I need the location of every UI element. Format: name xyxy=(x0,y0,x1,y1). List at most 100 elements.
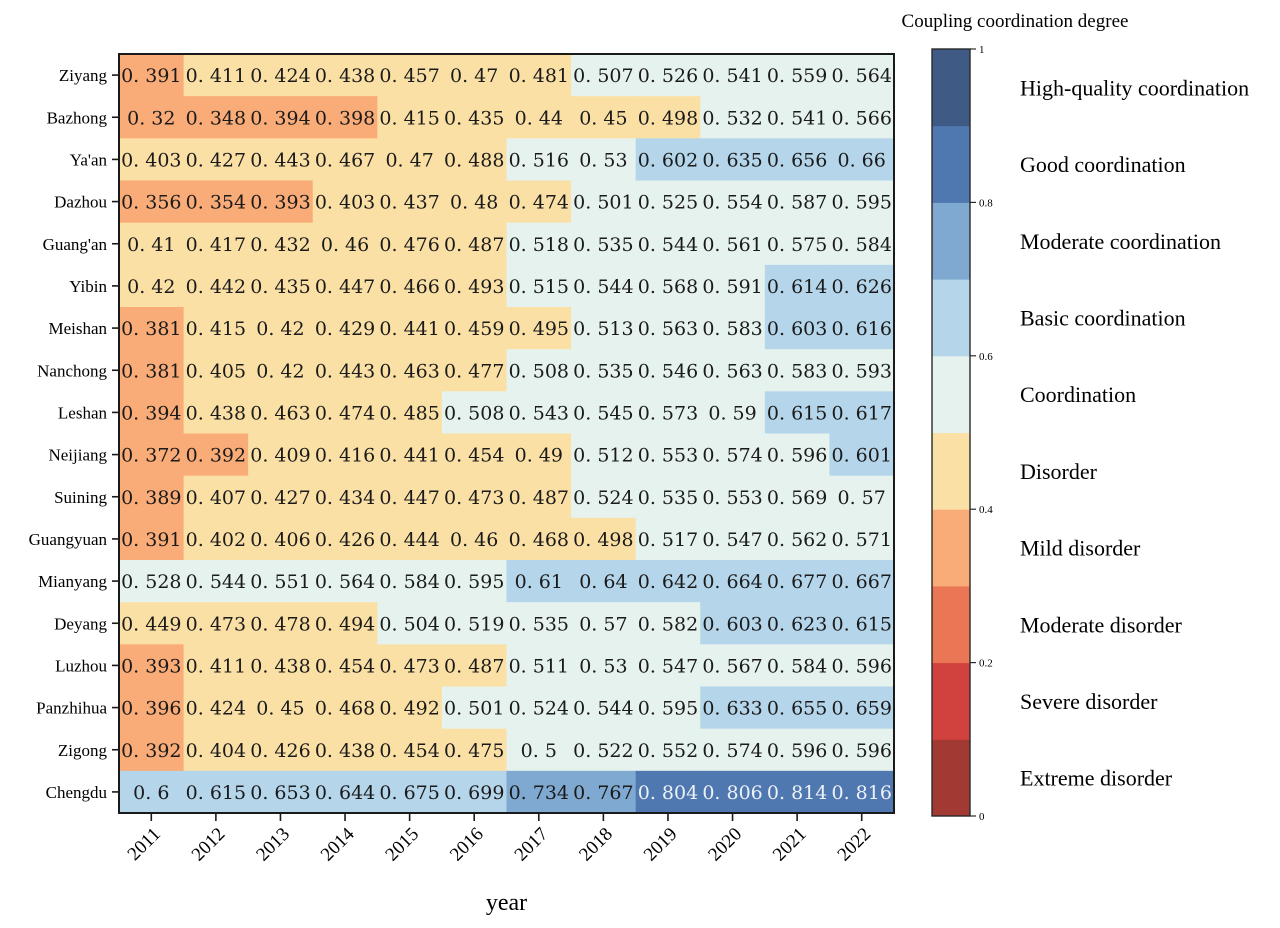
heatmap-cell xyxy=(829,602,895,645)
y-tick-label: Neijiang xyxy=(48,446,107,465)
cell-value-label: 0. 441 xyxy=(379,318,439,340)
heatmap-cell xyxy=(248,433,314,477)
heatmap-cell xyxy=(635,475,701,519)
cell-value-label: 0. 459 xyxy=(444,318,504,340)
heatmap-cell xyxy=(119,728,185,772)
cell-value-label: 0. 474 xyxy=(315,402,375,424)
cell-value-label: 0. 42 xyxy=(127,276,175,298)
heatmap-cell xyxy=(119,349,185,392)
heatmap-cell xyxy=(441,686,508,730)
heatmap-cell xyxy=(571,644,637,688)
heatmap-cell xyxy=(635,138,701,182)
colorbar-tick-label: 1 xyxy=(979,44,985,56)
cell-value-label: 0. 393 xyxy=(121,655,181,677)
heatmap-cell xyxy=(506,433,572,477)
cell-value-label: 0. 544 xyxy=(186,571,246,593)
heatmap-cell xyxy=(635,349,701,392)
heatmap-cell xyxy=(441,54,508,97)
heatmap-cell xyxy=(183,517,249,561)
heatmap-cell xyxy=(829,560,895,603)
cell-value-label: 0. 515 xyxy=(509,276,569,298)
x-tick-label: 2014 xyxy=(317,823,359,865)
cell-value-label: 0. 392 xyxy=(186,445,246,467)
cell-value-label: 0. 573 xyxy=(638,402,698,424)
heatmap-cell xyxy=(441,475,508,519)
cell-value-label: 0. 535 xyxy=(638,487,698,509)
heatmap-cell xyxy=(635,728,701,772)
legend-label: Good coordination xyxy=(1020,152,1186,177)
cell-value-label: 0. 498 xyxy=(573,529,633,551)
cell-value-label: 0. 566 xyxy=(831,107,891,129)
heatmap-cell xyxy=(377,770,443,814)
heatmap-cell xyxy=(700,728,766,772)
cell-value-label: 0. 541 xyxy=(702,65,762,87)
heatmap-cell xyxy=(635,264,701,308)
y-tick-label: Guang'an xyxy=(43,235,108,254)
cell-value-label: 0. 615 xyxy=(831,613,891,635)
colorbar-bin xyxy=(932,585,970,664)
heatmap-cell xyxy=(829,644,895,688)
cell-value-label: 0. 552 xyxy=(638,740,698,762)
cell-value-label: 0. 583 xyxy=(702,318,762,340)
heatmap-cell xyxy=(700,307,766,350)
cell-value-label: 0. 617 xyxy=(831,402,891,424)
heatmap-cell xyxy=(377,602,443,645)
heatmap-cell xyxy=(312,222,378,266)
colorbar-bin xyxy=(932,739,970,817)
cell-value-label: 0. 449 xyxy=(121,613,181,635)
cell-value-label: 0. 53 xyxy=(579,655,627,677)
heatmap-cell xyxy=(506,728,572,772)
heatmap-cell xyxy=(119,560,185,603)
y-tick-label: Ziyang xyxy=(59,66,108,85)
cell-value-label: 0. 444 xyxy=(379,529,439,551)
heatmap-cell xyxy=(183,349,249,392)
heatmap-cell xyxy=(248,602,314,645)
heatmap-cell xyxy=(377,138,443,182)
cell-value-label: 0. 473 xyxy=(379,655,439,677)
cell-value-label: 0. 447 xyxy=(315,276,375,298)
cell-value-label: 0. 616 xyxy=(831,318,891,340)
heatmap-cell xyxy=(377,728,443,772)
y-tick-label: Leshan xyxy=(58,403,108,422)
heatmap-cell xyxy=(312,560,378,603)
cell-value-label: 0. 571 xyxy=(831,529,891,551)
heatmap-cell xyxy=(571,517,637,561)
cell-value-label: 0. 411 xyxy=(186,655,246,677)
heatmap-cell xyxy=(441,96,508,139)
cell-value-label: 0. 814 xyxy=(767,782,827,804)
x-tick-label: 2021 xyxy=(769,824,811,866)
cell-value-label: 0. 409 xyxy=(250,445,310,467)
cell-value-label: 0. 59 xyxy=(708,402,756,424)
cell-value-label: 0. 372 xyxy=(121,445,181,467)
cell-value-label: 0. 393 xyxy=(250,192,310,214)
heatmap-frame xyxy=(118,53,895,814)
heatmap-cell xyxy=(377,433,443,477)
heatmap-cell xyxy=(829,138,895,182)
cell-value-label: 0. 477 xyxy=(444,360,504,382)
heatmap-cell xyxy=(764,770,831,814)
heatmap-cell xyxy=(506,770,572,814)
cell-value-label: 0. 559 xyxy=(767,65,827,87)
cell-value-label: 0. 544 xyxy=(573,698,633,720)
heatmap-cell xyxy=(248,560,314,603)
cell-value-label: 0. 389 xyxy=(121,487,181,509)
heatmap-cell xyxy=(764,222,831,266)
cell-value-label: 0. 398 xyxy=(315,107,375,129)
heatmap-cell xyxy=(119,307,185,350)
heatmap-cell xyxy=(441,517,508,561)
legend-label: Coordination xyxy=(1020,382,1136,407)
heatmap-cell xyxy=(248,728,314,772)
cell-value-label: 0. 426 xyxy=(315,529,375,551)
heatmap-cell xyxy=(506,391,572,435)
heatmap-cell xyxy=(248,138,314,182)
heatmap-cell xyxy=(829,475,895,519)
cell-value-label: 0. 61 xyxy=(515,571,563,593)
x-tick-label: 2016 xyxy=(446,824,488,866)
heatmap-cell xyxy=(119,222,185,266)
cell-value-label: 0. 591 xyxy=(702,276,762,298)
cell-value-label: 0. 48 xyxy=(450,192,498,214)
cell-value-label: 0. 391 xyxy=(121,529,181,551)
heatmap-cell xyxy=(571,686,637,730)
y-tick-label: Yibin xyxy=(69,277,107,296)
heatmap-cell xyxy=(764,54,831,97)
